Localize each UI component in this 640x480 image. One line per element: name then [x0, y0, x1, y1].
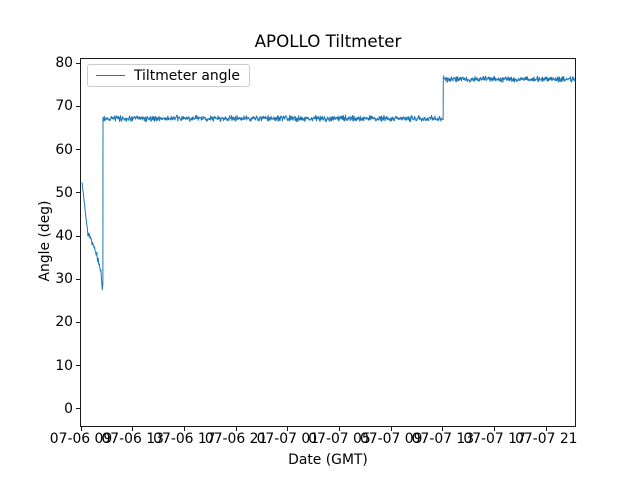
x-tick-label: 07-07 05: [308, 431, 371, 447]
x-tick-mark: [390, 427, 392, 431]
y-tick-label: 0: [64, 400, 73, 417]
y-tick-mark: [76, 321, 80, 323]
x-tick-mark: [287, 427, 289, 431]
x-tick-mark: [80, 427, 82, 431]
x-tick-label: 07-06 13: [101, 431, 164, 447]
plot-area: [80, 58, 576, 427]
y-tick-mark: [76, 235, 80, 237]
line-sample-icon: [96, 75, 125, 76]
x-tick-label: 07-07 01: [256, 431, 320, 447]
y-tick-label: 20: [55, 314, 73, 331]
y-tick-label: 70: [55, 98, 73, 115]
y-tick-mark: [76, 365, 80, 367]
y-tick-label: 60: [55, 141, 73, 158]
x-tick-label: 07-07 13: [411, 431, 475, 447]
x-tick-label: 07-07 17: [463, 431, 526, 447]
y-tick-label: 10: [55, 357, 73, 374]
y-tick-label: 40: [55, 228, 73, 244]
chart-title: APOLLO Tiltmeter: [254, 31, 402, 51]
y-tick-label: 80: [55, 55, 73, 72]
y-tick-label: 50: [55, 184, 73, 201]
y-tick-label: 30: [55, 271, 73, 288]
x-tick-mark: [183, 427, 185, 431]
x-tick-mark: [132, 427, 134, 431]
x-tick-mark: [339, 427, 340, 431]
x-tick-label: 07-06 21: [204, 431, 268, 447]
legend-label: Tiltmeter angle: [134, 67, 240, 84]
legend: Tiltmeter angle: [87, 64, 250, 87]
x-axis-label: Date (GMT): [288, 452, 368, 468]
y-axis-label: Angle (deg): [37, 200, 53, 282]
x-tick-label: 07-06 17: [153, 431, 216, 447]
y-tick-mark: [76, 408, 80, 410]
x-tick-mark: [442, 427, 444, 431]
y-tick-mark: [76, 105, 80, 107]
x-tick-mark: [235, 427, 237, 431]
x-tick-mark: [545, 427, 547, 431]
x-tick-label: 07-07 21: [515, 431, 578, 447]
x-tick-label: 07-07 09: [359, 431, 423, 447]
y-tick-mark: [76, 278, 80, 280]
y-tick-mark: [76, 192, 80, 194]
y-tick-mark: [76, 62, 80, 64]
y-tick-mark: [76, 149, 80, 151]
x-tick-mark: [494, 427, 496, 431]
x-tick-label: 07-06 09: [49, 431, 113, 447]
